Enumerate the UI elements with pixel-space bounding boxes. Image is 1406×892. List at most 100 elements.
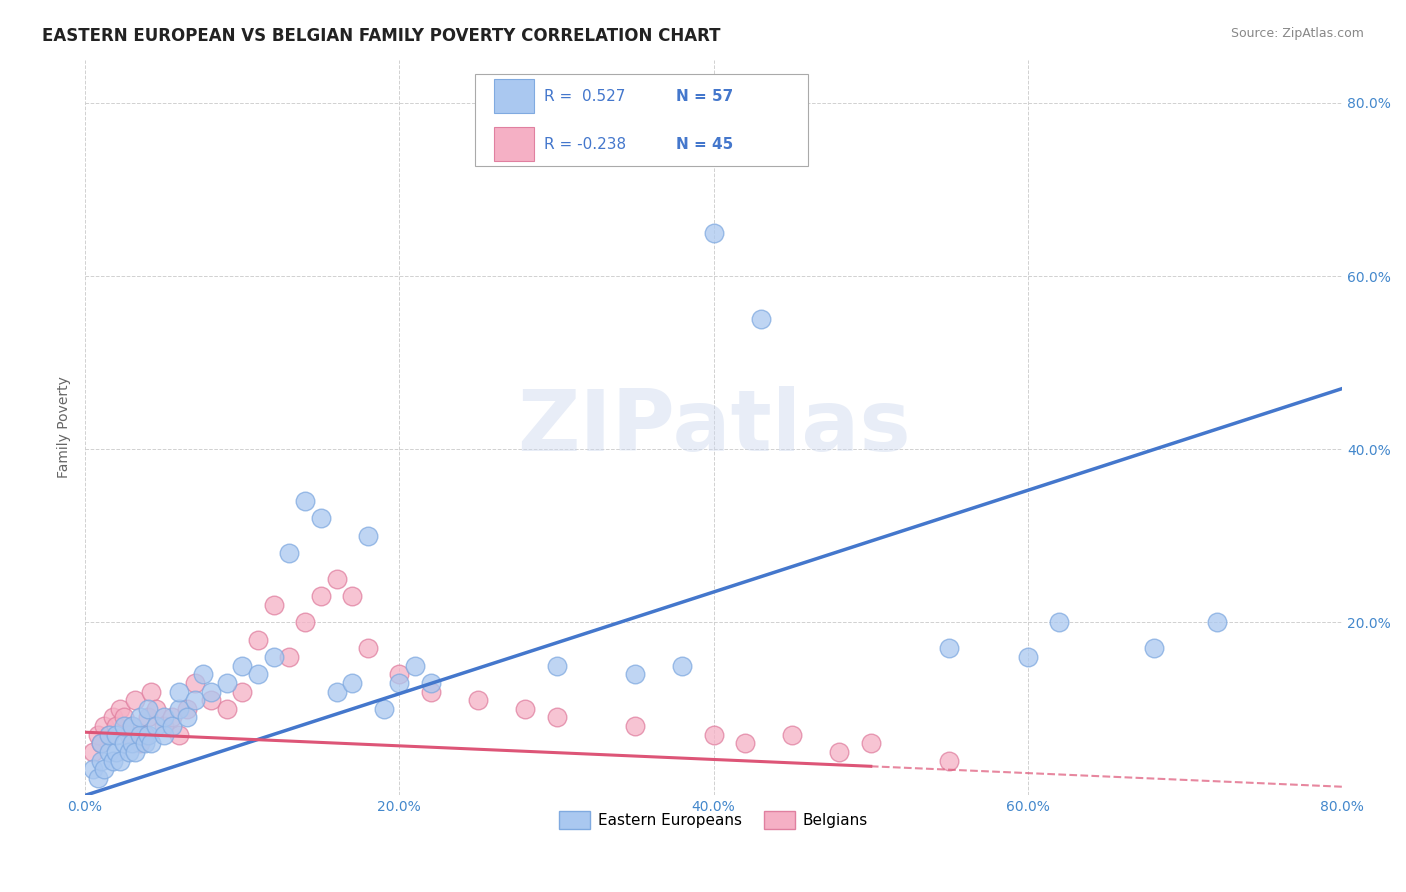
Point — [1143, 641, 1166, 656]
Point — [184, 693, 207, 707]
Point — [145, 719, 167, 733]
Point — [546, 658, 568, 673]
Point — [152, 710, 174, 724]
Point — [176, 710, 198, 724]
Point — [294, 494, 316, 508]
Point — [93, 763, 115, 777]
Point — [373, 702, 395, 716]
Point — [278, 546, 301, 560]
Point — [118, 745, 141, 759]
Point — [671, 658, 693, 673]
Point — [246, 667, 269, 681]
Point — [108, 754, 131, 768]
Text: N = 57: N = 57 — [676, 89, 733, 103]
FancyBboxPatch shape — [475, 74, 808, 166]
Text: EASTERN EUROPEAN VS BELGIAN FAMILY POVERTY CORRELATION CHART: EASTERN EUROPEAN VS BELGIAN FAMILY POVER… — [42, 27, 721, 45]
Point — [215, 702, 238, 716]
Point — [139, 684, 162, 698]
Point — [134, 728, 156, 742]
Point — [419, 676, 441, 690]
Point — [703, 226, 725, 240]
Point — [342, 589, 364, 603]
Point — [118, 728, 141, 742]
Point — [419, 684, 441, 698]
Point — [169, 728, 191, 742]
Point — [121, 736, 143, 750]
Point — [139, 736, 162, 750]
Point — [1047, 615, 1070, 630]
Point — [246, 632, 269, 647]
Point — [134, 736, 156, 750]
Point — [112, 710, 135, 724]
Point — [105, 728, 128, 742]
Point — [215, 676, 238, 690]
Point — [152, 728, 174, 742]
Point — [703, 728, 725, 742]
Point — [513, 702, 536, 716]
Point — [103, 710, 125, 724]
Point — [342, 676, 364, 690]
Point — [357, 641, 380, 656]
Point — [200, 684, 222, 698]
Point — [938, 641, 960, 656]
Text: R = -0.238: R = -0.238 — [544, 136, 626, 152]
Point — [136, 702, 159, 716]
Point — [263, 598, 285, 612]
Text: R =  0.527: R = 0.527 — [544, 89, 626, 103]
Point — [388, 667, 411, 681]
Point — [82, 745, 104, 759]
Point — [278, 649, 301, 664]
Point — [82, 763, 104, 777]
FancyBboxPatch shape — [494, 79, 534, 113]
Point — [200, 693, 222, 707]
Point — [86, 771, 108, 785]
Point — [152, 719, 174, 733]
Point — [191, 667, 214, 681]
Point — [357, 529, 380, 543]
Text: N = 45: N = 45 — [676, 136, 733, 152]
Text: Source: ZipAtlas.com: Source: ZipAtlas.com — [1230, 27, 1364, 40]
Text: ZIPatlas: ZIPatlas — [517, 386, 911, 469]
Point — [1017, 649, 1039, 664]
Point — [90, 754, 112, 768]
Point — [160, 710, 183, 724]
Point — [859, 736, 882, 750]
Point — [388, 676, 411, 690]
Point — [129, 728, 152, 742]
Point — [938, 754, 960, 768]
Point — [136, 710, 159, 724]
Point — [1205, 615, 1227, 630]
Point — [780, 728, 803, 742]
Point — [160, 719, 183, 733]
Point — [404, 658, 426, 673]
FancyBboxPatch shape — [494, 128, 534, 161]
Point — [325, 684, 347, 698]
Point — [749, 312, 772, 326]
Point — [86, 728, 108, 742]
Point — [169, 684, 191, 698]
Point — [467, 693, 489, 707]
Point — [108, 702, 131, 716]
Point — [169, 702, 191, 716]
Point — [129, 736, 152, 750]
Point — [176, 702, 198, 716]
Point — [145, 702, 167, 716]
Point — [624, 719, 647, 733]
Point — [263, 649, 285, 664]
Point — [112, 736, 135, 750]
Point — [231, 658, 253, 673]
Point — [103, 754, 125, 768]
Point — [121, 719, 143, 733]
Point — [136, 728, 159, 742]
Y-axis label: Family Poverty: Family Poverty — [58, 376, 72, 478]
Point — [93, 719, 115, 733]
Point — [97, 745, 120, 759]
Point — [97, 728, 120, 742]
Point — [124, 693, 146, 707]
Point — [624, 667, 647, 681]
Point — [105, 745, 128, 759]
Point — [309, 511, 332, 525]
Point — [184, 676, 207, 690]
Point — [231, 684, 253, 698]
Point — [105, 719, 128, 733]
